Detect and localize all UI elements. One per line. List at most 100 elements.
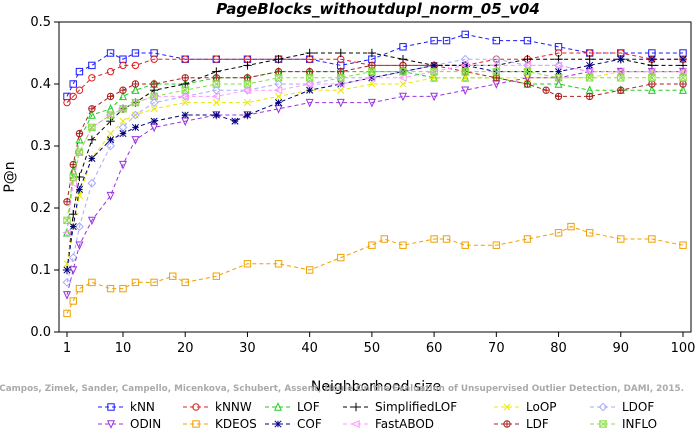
- data-point-kdeos: [567, 222, 575, 231]
- series-layer: [62, 30, 688, 318]
- data-point-ldf: [75, 129, 84, 138]
- data-point-odin: [461, 86, 470, 96]
- legend-label: INFLO: [622, 417, 657, 431]
- data-point-loop: [212, 99, 220, 107]
- chart-title: PageBlocks_withoutdupl_norm_05_v04: [216, 0, 540, 18]
- data-point-odin: [69, 266, 78, 275]
- data-point-cof: [88, 154, 96, 162]
- data-point-fastabod: [273, 86, 283, 95]
- legend-marker: [351, 420, 360, 428]
- legend-item-knn: kNN: [98, 400, 155, 414]
- data-point-inflo: [88, 123, 96, 132]
- legend-label: LDF: [526, 417, 549, 431]
- data-point-inflo: [430, 67, 438, 76]
- data-point-ldf: [69, 160, 77, 169]
- data-point-loop: [275, 92, 283, 100]
- legend-marker: [192, 420, 200, 428]
- data-point-kdeos: [169, 272, 177, 280]
- data-point-odin: [87, 216, 96, 226]
- data-point-kdeos: [430, 235, 438, 243]
- data-point-lof: [679, 85, 687, 94]
- series-line-ldf: [66, 64, 683, 202]
- data-point-ldof: [491, 54, 501, 64]
- data-point-ldf: [368, 61, 376, 70]
- data-point-loop: [399, 80, 407, 88]
- data-point-cof: [63, 266, 71, 274]
- data-point-cof: [555, 68, 563, 76]
- data-point-knn: [69, 80, 77, 88]
- data-point-ldf: [274, 67, 283, 76]
- data-point-ldf: [617, 86, 625, 94]
- data-point-ldof: [274, 79, 283, 89]
- data-point-simplifiedlof: [585, 55, 594, 64]
- data-point-fastabod: [553, 61, 563, 70]
- series-ldf: [63, 61, 687, 206]
- data-point-simplifiedlof: [367, 48, 377, 58]
- data-point-cof: [306, 86, 314, 94]
- y-tick-label: 0.4: [30, 77, 51, 92]
- data-point-ldof: [75, 222, 84, 232]
- y-tick-label: 0.2: [30, 201, 51, 216]
- data-point-inflo: [243, 80, 252, 88]
- y-axis: 0.0 0.1 0.2 0.3 0.4 0.5: [30, 15, 59, 340]
- legend-marker: [274, 420, 282, 428]
- data-point-inflo: [305, 74, 314, 82]
- data-point-loop: [119, 117, 127, 125]
- series-line-odin: [66, 71, 683, 295]
- data-point-odin: [75, 241, 84, 251]
- data-point-odin: [367, 98, 376, 108]
- x-tick-label: 80: [550, 341, 567, 356]
- data-point-fastabod: [211, 92, 221, 101]
- data-point-ldf: [106, 92, 115, 101]
- data-point-kdeos: [88, 278, 96, 287]
- legend-label: KDEOS: [215, 417, 257, 431]
- data-point-kdeos: [274, 260, 283, 268]
- data-point-kdeos: [69, 297, 77, 305]
- data-point-knn: [461, 30, 469, 39]
- data-point-knnw: [88, 74, 96, 82]
- x-tick-label: 70: [488, 341, 505, 356]
- x-tick-label: 30: [239, 341, 256, 356]
- data-point-inflo: [212, 80, 221, 88]
- x-axis: 1 10 20 30 40 50 60 70 80 90 100: [63, 332, 696, 356]
- data-point-cof: [107, 136, 115, 144]
- data-point-knn: [492, 36, 501, 45]
- data-point-fastabod: [491, 61, 501, 70]
- data-point-knnw: [181, 55, 189, 63]
- x-tick-label: 100: [671, 341, 696, 356]
- series-fastabod: [62, 61, 687, 237]
- data-point-knnw: [119, 61, 127, 70]
- data-point-loop: [150, 105, 158, 113]
- data-point-cof: [617, 55, 625, 63]
- data-point-knnw: [69, 92, 77, 101]
- data-point-ldof: [398, 67, 408, 77]
- x-tick-label: 20: [177, 341, 194, 356]
- legend-item-knnw: kNNW: [183, 400, 252, 414]
- legend-item-kdeos: KDEOS: [183, 417, 257, 431]
- data-point-kdeos: [461, 241, 469, 249]
- data-point-ldof: [68, 253, 78, 263]
- data-point-inflo: [131, 98, 140, 107]
- data-point-ldf: [554, 92, 563, 101]
- legend-label: COF: [297, 417, 322, 431]
- data-point-loop: [523, 74, 531, 82]
- legend-label: FastABOD: [375, 417, 434, 431]
- data-point-knnw: [63, 98, 71, 107]
- legend-marker: [599, 420, 607, 428]
- data-point-fastabod: [242, 86, 252, 95]
- data-point-simplifiedlof: [87, 135, 97, 144]
- data-point-fastabod: [62, 228, 71, 237]
- watermark: Campos, Zimek, Sander, Campello, Micenko…: [0, 384, 684, 394]
- data-point-ldf: [150, 80, 158, 88]
- series-ldof: [62, 54, 688, 287]
- data-point-kdeos: [617, 235, 625, 243]
- data-point-cof: [150, 117, 158, 125]
- data-point-kdeos: [131, 278, 140, 287]
- data-point-odin: [63, 291, 71, 300]
- data-point-ldf: [212, 74, 221, 82]
- y-tick-label: 0.5: [30, 15, 51, 30]
- data-point-inflo: [399, 67, 407, 76]
- x-tick-label: 1: [63, 341, 71, 356]
- data-point-kdeos: [368, 241, 376, 249]
